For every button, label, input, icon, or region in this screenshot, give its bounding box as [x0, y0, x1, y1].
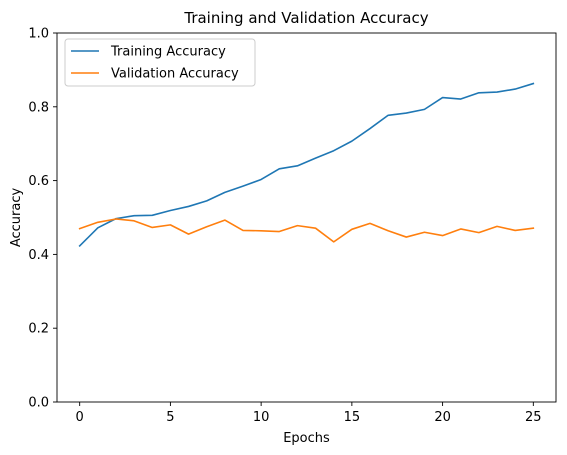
plot-frame — [56, 32, 557, 403]
x-axis: 0 5 10 15 20 25 — [76, 402, 542, 425]
y-tick-label: 0.4 — [28, 248, 49, 263]
legend-entry-label: Training Accuracy — [110, 45, 226, 60]
y-tick-label: 0.0 — [28, 396, 49, 411]
series-line-training-accuracy — [78, 82, 535, 248]
y-tick-label: 1.0 — [28, 27, 49, 42]
x-axis-label: Epochs — [283, 431, 330, 446]
chart-title: Training and Validation Accuracy — [183, 9, 428, 27]
plot-area — [56, 32, 557, 403]
x-tick-label: 0 — [76, 410, 84, 425]
series-line-validation-accuracy — [78, 218, 535, 243]
y-axis: 0.0 0.2 0.4 0.6 0.8 1.0 — [28, 27, 57, 411]
y-tick-label: 0.6 — [28, 174, 49, 189]
legend: Training Accuracy Validation Accuracy — [64, 38, 256, 87]
legend-entry-label: Validation Accuracy — [111, 67, 239, 82]
x-tick-label: 10 — [253, 410, 270, 425]
x-tick-label: 25 — [525, 410, 542, 425]
legend-box — [64, 38, 256, 87]
x-tick-label: 15 — [344, 410, 361, 425]
y-tick-label: 0.8 — [28, 100, 49, 115]
y-axis-label: Accuracy — [9, 188, 24, 248]
x-tick-label: 20 — [434, 410, 451, 425]
y-tick-label: 0.2 — [28, 322, 49, 337]
x-tick-label: 5 — [166, 410, 174, 425]
